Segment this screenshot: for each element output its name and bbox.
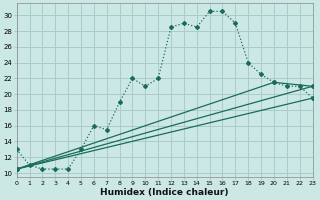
X-axis label: Humidex (Indice chaleur): Humidex (Indice chaleur) <box>100 188 229 197</box>
